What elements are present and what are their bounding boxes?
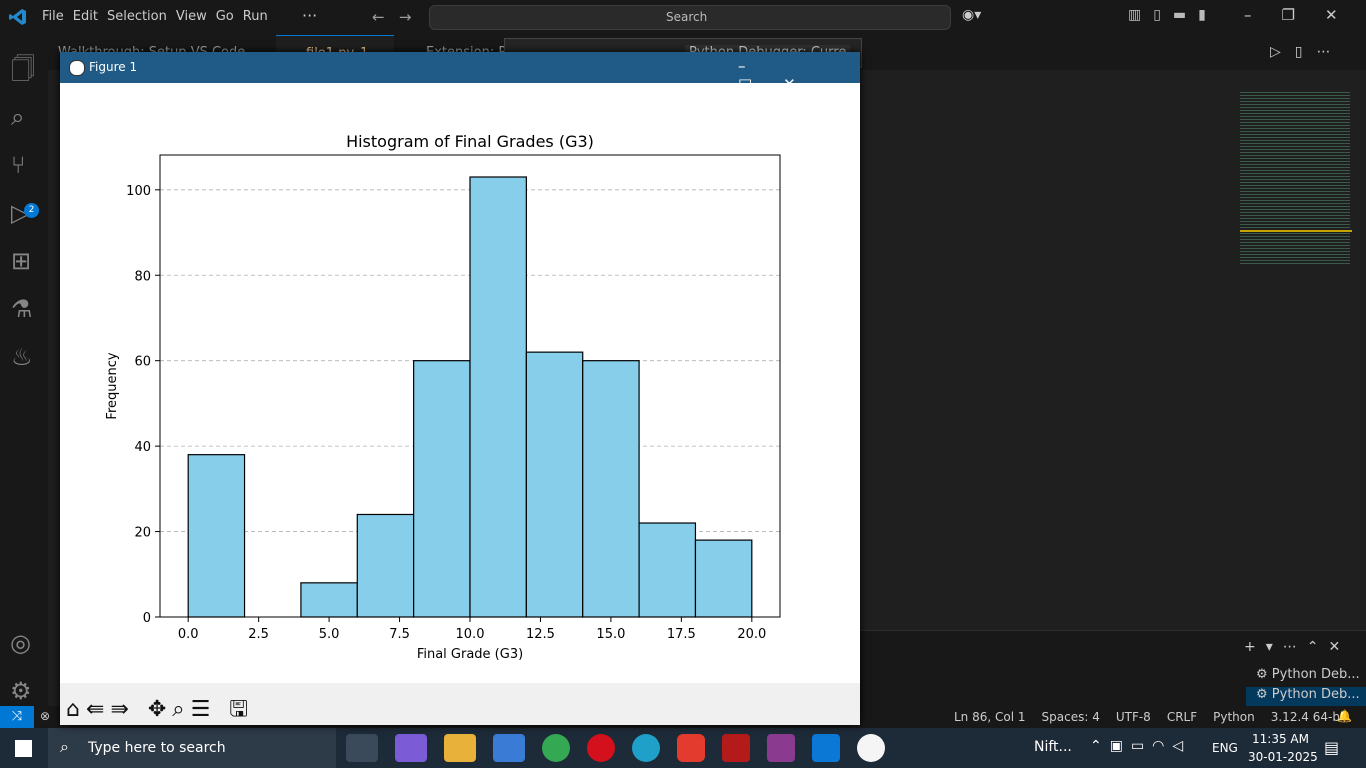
y-tick-label: 100 [126, 184, 151, 199]
x-tick-label: 20.0 [737, 627, 766, 642]
chart-title: Histogram of Final Grades (G3) [346, 132, 594, 151]
nav-arrows[interactable]: ← → [372, 8, 412, 26]
menu-bar: File Edit Selection View Go Run [42, 9, 277, 24]
x-axis-label: Final Grade (G3) [417, 647, 523, 662]
taskbar-apps [346, 734, 885, 762]
panel-item-selected[interactable]: ⚙ Python Deb... [1246, 687, 1366, 707]
search-icon: ⌕ [60, 737, 69, 756]
activity-bar: 🗍 ⌕ ⑂ ▷ ⊞ ⚗ ♨ 2 ◎ ⚙ [0, 35, 48, 706]
more-menu[interactable]: ··· [302, 6, 318, 25]
x-tick-label: 0.0 [178, 627, 199, 642]
x-tick-label: 12.5 [526, 627, 555, 642]
histogram-bar [469, 176, 527, 618]
activity-badge: 2 [24, 203, 39, 218]
x-tick-label: 5.0 [319, 627, 340, 642]
minimap-highlight [1240, 230, 1352, 232]
status-items: Ln 86, Col 1 Spaces: 4 UTF-8 CRLF Python 3.12… [954, 710, 1348, 724]
menu-item[interactable]: Go [215, 9, 234, 24]
panel-actions[interactable]: +▾⋯⌃✕ [1244, 639, 1351, 655]
app-icon[interactable] [395, 734, 427, 762]
tray-icons[interactable]: ⌃▣▭◠◁ [1090, 738, 1192, 754]
account-settings-icons[interactable]: ◎ ⚙ [10, 629, 32, 705]
menu-item[interactable]: File [42, 9, 64, 24]
histogram-bar [582, 360, 640, 618]
x-tick-label: 17.5 [667, 627, 696, 642]
app-icon[interactable] [857, 734, 885, 762]
search-label: Search [666, 10, 708, 24]
figure-icon [69, 60, 85, 76]
problems-icon[interactable]: ⊗ [40, 709, 51, 723]
app-icon[interactable] [767, 734, 795, 762]
histogram-bar [638, 522, 697, 618]
app-icon[interactable] [812, 734, 840, 762]
app-icon[interactable] [542, 734, 570, 762]
title-bar: File Edit Selection View Go Run ··· ← → Searc… [0, 0, 1366, 35]
search-box[interactable]: Search [429, 5, 951, 30]
menu-item[interactable]: View [175, 9, 207, 24]
taskbar: Type here to search ⌕ Nift... ⌃▣▭◠◁ ENG … [0, 728, 1366, 768]
y-tick-label: 60 [134, 355, 151, 370]
minimap [1240, 90, 1350, 265]
plot-toolbar[interactable]: ⌂⇚⇛ ✥⌕☰ 🖫 [66, 697, 255, 722]
menu-item[interactable]: Selection [106, 9, 167, 24]
language[interactable]: ENG [1212, 741, 1238, 755]
chart: 0 20 40 60 80 100 0.0 2.5 5.0 7.5 10.0 12.5 15.0 17.5… [60, 83, 860, 683]
menu-item[interactable]: Edit [72, 9, 98, 24]
menu-item[interactable]: Run [242, 9, 268, 24]
panel-item-label: Python Deb... [1271, 687, 1360, 702]
copilot-icon[interactable]: ◉▾ [962, 7, 982, 23]
taskbar-search[interactable]: Type here to search ⌕ [48, 728, 336, 768]
histogram-bar [525, 351, 584, 618]
status-item[interactable]: CRLF [1166, 710, 1198, 724]
y-axis-label: Frequency [105, 352, 120, 419]
remote-indicator[interactable]: ⤨ [0, 706, 34, 728]
status-item[interactable]: Ln 86, Col 1 [954, 710, 1026, 724]
histogram-bar [356, 513, 415, 618]
action-center[interactable]: ▤ [1324, 738, 1340, 757]
clock-date[interactable]: 30-01-2025 [1248, 750, 1318, 764]
axes-frame [159, 154, 781, 618]
app-icon[interactable] [493, 734, 525, 762]
vscode-logo [9, 9, 26, 25]
app-icon[interactable] [587, 734, 615, 762]
start-button[interactable] [15, 740, 32, 757]
clock-time[interactable]: 11:35 AM [1252, 732, 1309, 746]
histogram-bar [187, 454, 246, 618]
y-tick-label: 80 [134, 269, 151, 284]
panel: +▾⋯⌃✕ ⚙ Python Deb... ⚙ Python Deb... [860, 630, 1366, 707]
app-icon[interactable] [632, 734, 660, 762]
app-icon[interactable] [444, 734, 476, 762]
y-tick-label: 40 [134, 440, 151, 455]
panel-item[interactable]: ⚙ Python Deb... [1256, 667, 1360, 682]
app-icon[interactable] [677, 734, 705, 762]
status-item[interactable]: Spaces: 4 [1041, 710, 1100, 724]
notifications-icon[interactable]: 🔔 [1337, 709, 1352, 723]
x-tick-label: 10.0 [456, 627, 485, 642]
app-icon[interactable] [722, 734, 750, 762]
window-controls[interactable]: –❐✕ [1244, 6, 1366, 24]
taskbar-search-label: Type here to search [88, 740, 226, 756]
x-tick-label: 15.0 [596, 627, 625, 642]
x-tick-label: 7.5 [389, 627, 410, 642]
activity-icons[interactable]: 🗍 ⌕ ⑂ ▷ ⊞ ⚗ ♨ [11, 55, 35, 371]
status-item[interactable]: 3.12.4 64-bit [1270, 710, 1348, 724]
histogram-bar [300, 582, 358, 618]
stock-widget[interactable]: Nift... [1034, 739, 1072, 755]
status-item[interactable]: UTF-8 [1115, 710, 1151, 724]
status-item[interactable]: Python [1213, 710, 1255, 724]
y-tick-label: 20 [134, 526, 151, 541]
figure-window: Figure 1 –□✕ 0 20 40 60 80 100 0.0 2.5 5.0 7.5 10.… [60, 52, 860, 725]
editor-actions[interactable]: ▷▯⋯ [1270, 44, 1345, 60]
figure-title: Figure 1 [89, 60, 138, 74]
layout-icons[interactable]: ▥▯▬▮ [1128, 7, 1218, 23]
histogram-bar [413, 360, 471, 618]
figure-title-bar: Figure 1 –□✕ [60, 52, 860, 93]
panel-item-label: Python Deb... [1271, 667, 1360, 682]
y-tick-label: 0 [143, 611, 151, 626]
x-tick-label: 2.5 [248, 627, 269, 642]
histogram-bar [694, 539, 753, 618]
app-icon[interactable] [346, 734, 378, 762]
